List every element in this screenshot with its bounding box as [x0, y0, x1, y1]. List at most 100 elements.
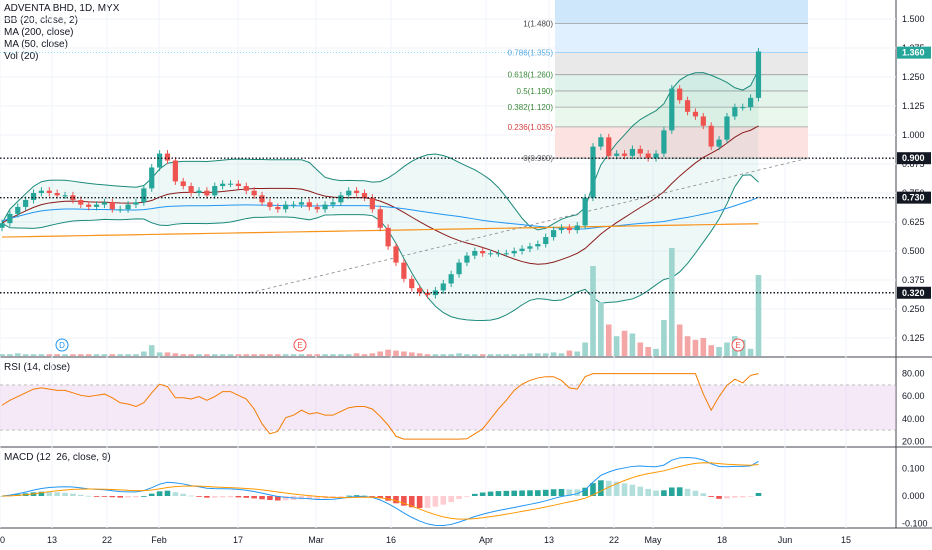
candle-body: [361, 193, 368, 198]
volume-bar: [408, 352, 415, 356]
candle-body: [290, 204, 297, 206]
time-tick-label: 16: [386, 535, 396, 545]
volume-bar: [487, 354, 494, 356]
candle-body: [298, 202, 305, 205]
indicator-bb[interactable]: BB (20, close, 2): [4, 15, 78, 26]
candle-body: [732, 107, 738, 117]
macd-histogram-bar: [511, 490, 517, 496]
macd-histogram-bar: [472, 493, 478, 496]
time-tick-label: 20: [0, 535, 5, 545]
macd-title[interactable]: MACD (12, 26, close, 9): [4, 452, 111, 463]
level-tag: [897, 286, 931, 299]
candle-body: [393, 246, 399, 263]
rsi-band: [0, 384, 896, 431]
macd-histogram-bar: [535, 490, 541, 496]
candle-body: [480, 251, 486, 254]
volume-bar: [251, 354, 257, 356]
candle-body: [227, 183, 234, 185]
volume-bar: [338, 354, 344, 356]
macd-histogram-bar: [464, 496, 470, 497]
candle-body: [708, 125, 714, 147]
volume-bar: [322, 354, 328, 356]
candle-body: [15, 206, 21, 214]
indicator-ma200[interactable]: MA (200, close): [4, 27, 74, 38]
macd-histogram-bar: [542, 489, 549, 496]
volume-bar: [353, 353, 360, 356]
volume-bar: [377, 351, 384, 356]
time-tick-label: 15: [841, 535, 851, 545]
macd-histogram-bar: [211, 496, 218, 498]
fib-level-label: 1(1.480): [523, 20, 553, 29]
volume-bar: [574, 351, 581, 356]
candle-body: [716, 139, 722, 147]
macd-histogram-bar: [708, 496, 714, 497]
volume-bar: [227, 354, 234, 356]
candle-body: [204, 190, 210, 196]
volume-bar: [582, 342, 588, 356]
volume-bar: [645, 347, 651, 356]
time-tick-label: May: [644, 535, 662, 545]
candle-body: [755, 51, 762, 98]
candle-body: [377, 209, 383, 228]
volume-bar: [62, 354, 68, 356]
candle-body: [164, 153, 171, 161]
candle-body: [495, 253, 502, 255]
macd-histogram-bar: [653, 490, 659, 496]
candle-body: [582, 197, 588, 226]
candle-body: [472, 251, 478, 256]
candle-body: [464, 255, 470, 263]
candle-body: [54, 193, 60, 196]
candle-body: [614, 153, 620, 156]
fib-level-label: 0.236(1.035): [508, 123, 554, 132]
indicator-ma50[interactable]: MA (50, close): [4, 39, 68, 50]
macd-histogram-bar: [424, 496, 431, 508]
volume-bar: [669, 248, 675, 356]
candle-body: [692, 111, 699, 117]
macd-histogram-bar: [661, 490, 667, 496]
event-marker-label: D: [59, 341, 65, 350]
macd-histogram-bar: [101, 496, 108, 497]
volume-bar: [196, 354, 202, 356]
candle-body: [385, 227, 391, 247]
candle-body: [598, 137, 604, 147]
candle-body: [551, 230, 557, 238]
volume-bar: [38, 354, 45, 356]
price-tick-label: 0.250: [902, 304, 925, 314]
macd-histogram-bar: [747, 496, 754, 497]
rsi-line: [1, 373, 759, 440]
macd-histogram-bar: [377, 496, 384, 499]
rsi-title[interactable]: RSI (14, close): [4, 362, 71, 373]
macd-histogram-bar: [456, 496, 462, 500]
macd-histogram-bar: [282, 496, 289, 501]
macd-histogram-bar: [448, 496, 454, 503]
macd-histogram-bar: [133, 496, 139, 498]
macd-histogram-bar: [550, 489, 557, 496]
indicator-volume[interactable]: Vol (20): [4, 51, 39, 62]
fib-zone: [555, 74, 808, 91]
volume-bar: [613, 336, 620, 356]
macd-histogram-bar: [219, 496, 226, 498]
volume-bar: [85, 354, 92, 356]
volume-bar: [70, 354, 76, 356]
volume-bar: [22, 354, 29, 356]
candle-body: [86, 204, 92, 207]
volume-bar: [661, 320, 667, 356]
volume-bar: [550, 352, 557, 356]
macd-histogram-bar: [353, 495, 360, 496]
price-tick-label: 0.625: [902, 217, 925, 227]
macd-line: [1, 457, 759, 527]
macd-histogram-bar: [684, 488, 691, 496]
candle-body: [511, 251, 517, 254]
event-marker: [55, 338, 69, 352]
candle-body: [401, 262, 407, 279]
volume-bar: [275, 354, 281, 356]
fib-zone: [555, 107, 808, 127]
time-tick-label: 17: [233, 535, 243, 545]
fib-zone-top: [555, 0, 808, 24]
candle-body: [133, 202, 139, 205]
candle-body: [566, 227, 572, 231]
candle-body: [558, 227, 565, 231]
volume-bar: [621, 330, 628, 356]
macd-histogram-bar: [621, 483, 628, 496]
